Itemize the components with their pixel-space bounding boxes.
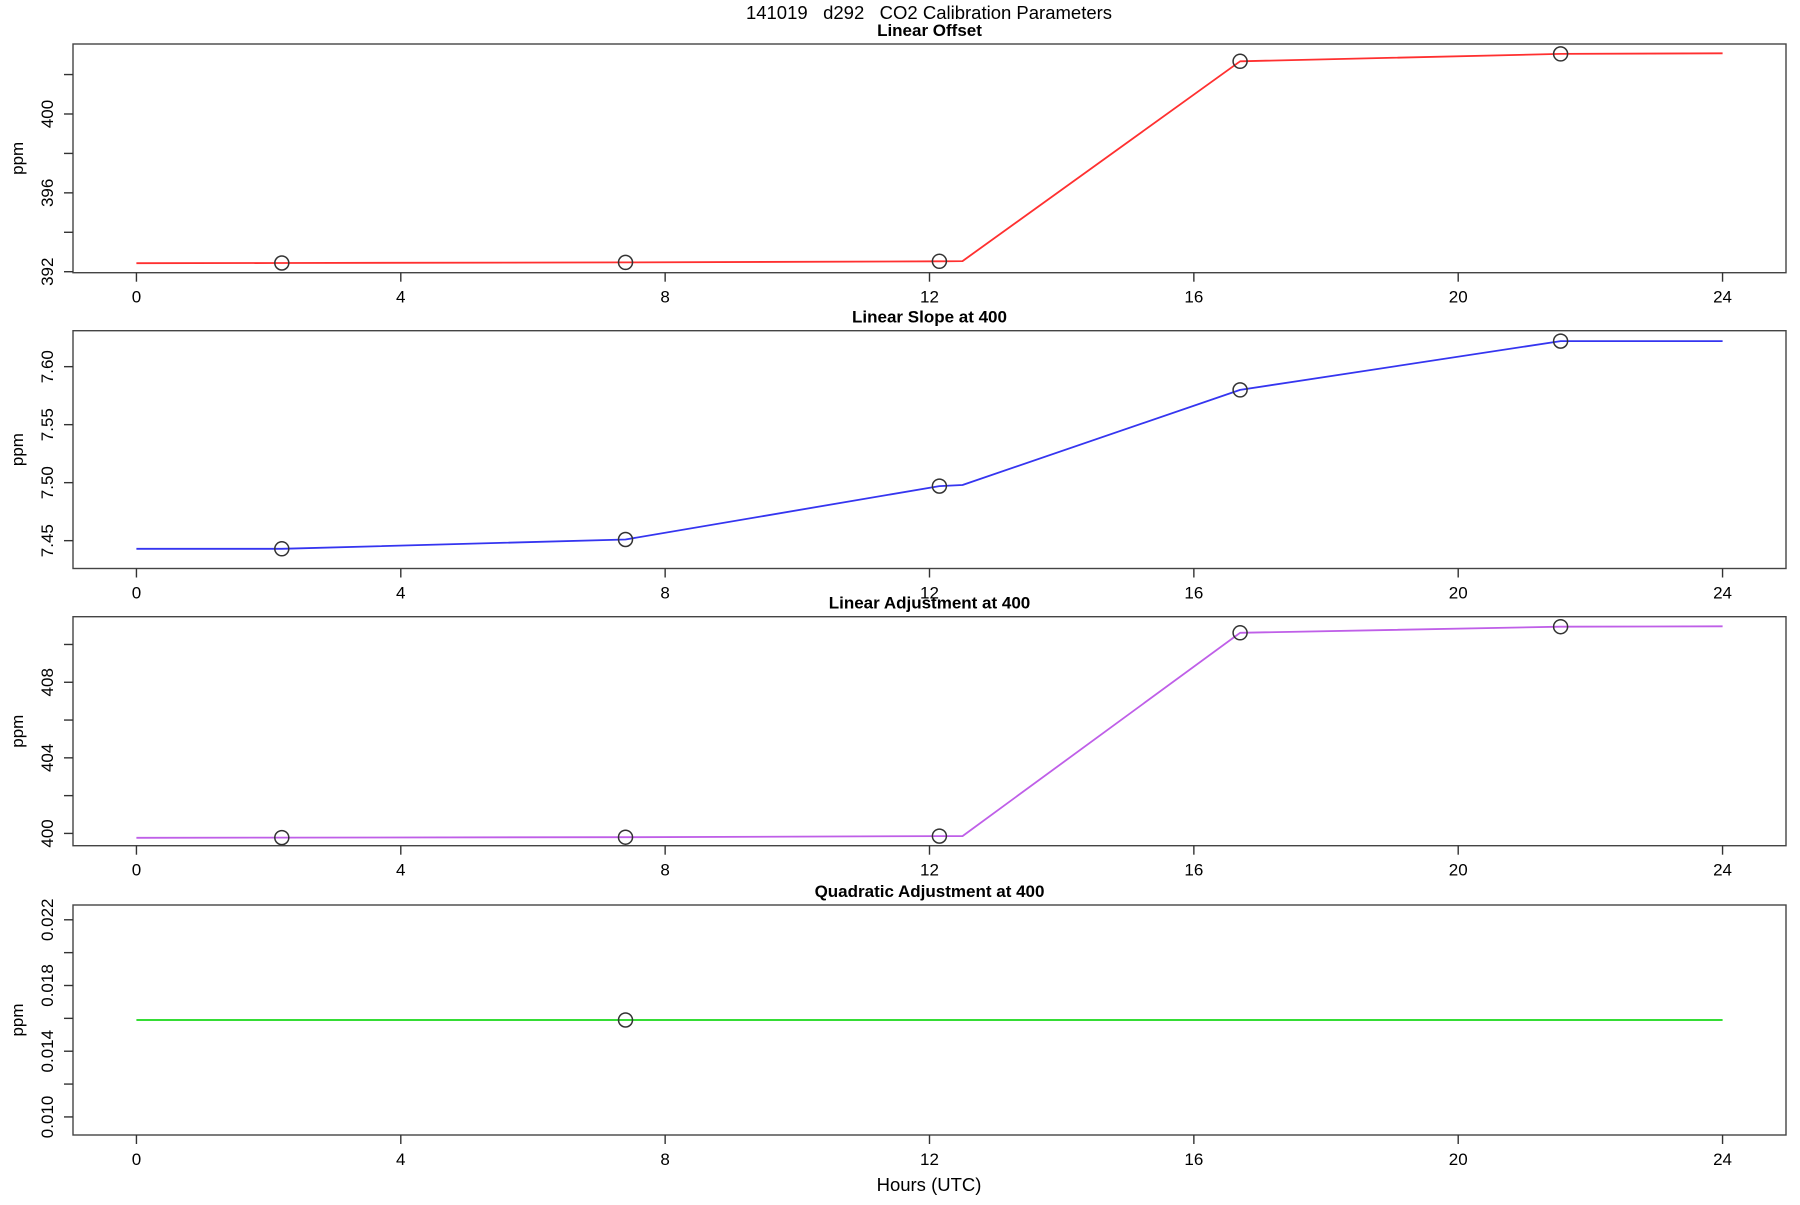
x-tick-label: 4 [396,288,405,307]
panel-title: Quadratic Adjustment at 400 [815,882,1045,901]
x-tick-label: 0 [132,288,141,307]
x-axis-title: Hours (UTC) [877,1174,982,1195]
x-tick-label: 12 [920,861,939,880]
series-line [136,340,1723,550]
y-tick-label: 0.022 [38,899,57,942]
y-tick-label: 408 [38,668,57,696]
panel-3: Linear Adjustment at 400 ppm 400 404 408 0 4 8 1… [8,594,1787,880]
x-tick-label: 16 [1184,861,1203,880]
data-point-marker [617,829,634,845]
x-tick-label: 12 [920,288,939,307]
data-point-marker [1552,618,1569,635]
x-tick-label: 8 [660,288,669,307]
y-tick-label: 400 [38,819,57,847]
plot-frame [72,330,1787,570]
x-tick-label: 4 [396,1150,405,1169]
data-point-marker [1552,333,1569,349]
y-tick-label: 400 [38,100,57,128]
data-point-marker [274,541,290,557]
data-point-marker [1232,53,1248,70]
x-tick-label: 8 [660,584,669,603]
x-tick-label: 24 [1713,861,1732,880]
y-axis-title: ppm [8,715,27,748]
y-tick-label: 392 [38,258,57,286]
data-point-marker [931,253,948,270]
data-point-marker [617,1012,634,1028]
data-point-marker [1232,625,1248,641]
y-tick-label: 0.010 [38,1096,57,1139]
panel-1: Linear Offset ppm 392 396 400 0 4 8 12 16 20 24 [8,21,1787,307]
panel-2: Linear Slope at 400 ppm 7.45 7.50 7.55 7.60 0 4… [8,308,1787,603]
data-point-marker [274,255,290,271]
x-tick-label: 20 [1449,288,1468,307]
panel-title: Linear Offset [877,21,982,40]
x-tick-label: 16 [1184,288,1203,307]
x-tick-label: 12 [920,1150,939,1169]
x-tick-label: 0 [132,1150,141,1169]
page-title: 141019 d292 CO2 Calibration Parameters [746,2,1112,23]
x-tick-label: 24 [1713,288,1732,307]
y-axis-title: ppm [8,433,27,466]
x-tick-label: 16 [1184,584,1203,603]
x-tick-label: 4 [396,861,405,880]
x-tick-label: 20 [1449,861,1468,880]
y-tick-label: 7.55 [38,408,57,441]
x-tick-label: 16 [1184,1150,1203,1169]
data-point-marker [1552,46,1569,62]
series-line [136,625,1723,839]
x-tick-label: 0 [132,584,141,603]
y-tick-label: 404 [38,744,57,772]
x-tick-label: 8 [660,1150,669,1169]
data-point-marker [274,829,290,846]
y-tick-label: 7.50 [38,466,57,499]
data-point-marker [931,828,948,844]
panel-title: Linear Adjustment at 400 [829,594,1031,613]
x-tick-label: 24 [1713,1150,1732,1169]
x-tick-label: 20 [1449,1150,1468,1169]
y-tick-label: 396 [38,179,57,207]
panel-4: Quadratic Adjustment at 400 ppm 0.010 0.014… [8,882,1787,1169]
x-tick-label: 4 [396,584,405,603]
data-point-marker [931,478,948,494]
panel-title: Linear Slope at 400 [852,308,1007,327]
series-line [136,52,1723,265]
plot-frame [72,616,1787,847]
y-tick-label: 7.45 [38,524,57,557]
data-point-marker [617,531,634,548]
data-point-marker [1232,382,1248,398]
y-tick-label: 0.018 [38,964,57,1007]
y-axis-title: ppm [8,1003,27,1036]
x-tick-label: 24 [1713,584,1732,603]
x-tick-label: 0 [132,861,141,880]
data-point-marker [617,254,634,271]
x-tick-label: 20 [1449,584,1468,603]
x-tick-label: 8 [660,861,669,880]
y-axis-title: ppm [8,142,27,175]
x-tick-label: 12 [920,584,939,603]
plot-frame [72,43,1787,274]
y-tick-label: 7.60 [38,350,57,383]
y-tick-label: 0.014 [38,1030,57,1073]
